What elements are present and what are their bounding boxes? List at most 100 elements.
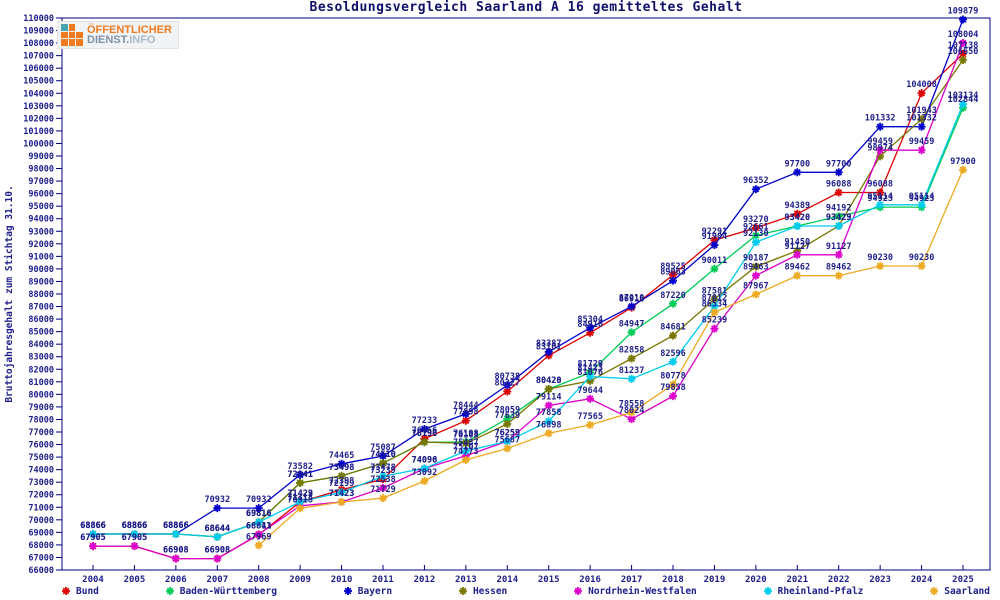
legend-item-saarland: Saarland [928, 585, 990, 597]
data-point-marker [213, 504, 222, 513]
data-point-marker [959, 39, 967, 48]
point-value-label: 68866 [163, 521, 189, 531]
data-point-marker [544, 384, 553, 393]
point-value-label: 101943 [906, 106, 937, 116]
data-point-marker [959, 165, 967, 174]
point-value-label: 87012 [702, 293, 728, 303]
y-tick-label: 101000 [23, 127, 54, 137]
point-value-label: 77639 [494, 411, 520, 421]
data-point-marker [420, 425, 429, 434]
x-tick-label: 2012 [414, 575, 436, 585]
point-value-label: 73498 [329, 463, 355, 473]
point-value-label: 109879 [948, 7, 979, 17]
legend-marker-icon [930, 587, 939, 595]
data-point-marker [627, 328, 636, 337]
point-value-label: 68866 [122, 521, 148, 531]
data-point-marker [130, 530, 139, 539]
legend-item-hessen: Hessen [457, 585, 507, 597]
point-value-label: 94923 [909, 194, 935, 204]
point-value-label: 71429 [287, 489, 313, 499]
y-tick-label: 106000 [23, 64, 54, 74]
point-value-label: 76898 [536, 420, 562, 430]
y-tick-label: 92000 [28, 240, 54, 250]
data-point-marker [876, 152, 885, 161]
data-point-marker [834, 250, 843, 259]
legend-label: Hessen [472, 585, 508, 597]
point-value-label: 69816 [246, 509, 272, 519]
point-value-label: 86534 [702, 299, 728, 309]
data-point-marker [917, 262, 926, 271]
y-tick-label: 77000 [28, 428, 54, 438]
point-value-label: 92130 [743, 229, 769, 239]
data-point-marker [254, 518, 263, 527]
point-value-label: 71118 [287, 493, 313, 503]
data-point-marker [461, 439, 470, 448]
x-tick-label: 2018 [662, 575, 684, 585]
data-point-marker [213, 532, 222, 541]
data-point-marker [254, 504, 263, 513]
point-value-label: 68866 [163, 521, 189, 531]
point-value-label: 68866 [80, 521, 106, 531]
point-value-label: 87220 [660, 291, 686, 301]
x-tick-label: 2014 [496, 575, 518, 585]
y-tick-label: 67000 [28, 553, 54, 563]
data-point-marker [503, 437, 512, 446]
point-value-label: 89462 [784, 263, 810, 273]
point-value-label: 107138 [948, 41, 979, 51]
y-tick-label: 94000 [28, 215, 54, 225]
y-tick-label: 97000 [28, 177, 54, 187]
data-point-marker [461, 451, 470, 460]
point-value-label: 71423 [287, 489, 313, 499]
point-value-label: 66908 [163, 546, 189, 556]
data-point-marker [669, 331, 677, 340]
data-point-marker [586, 372, 595, 381]
point-value-label: 89463 [743, 263, 769, 273]
series-rheinland-pfalz [89, 100, 967, 541]
point-value-label: 98974 [867, 143, 893, 153]
point-value-label: 67905 [80, 533, 106, 543]
data-point-marker [917, 122, 926, 131]
data-point-marker [379, 483, 387, 492]
point-value-label: 83387 [536, 339, 562, 349]
data-point-marker [876, 262, 885, 271]
point-value-label: 97700 [784, 159, 810, 169]
point-value-label: 77565 [577, 412, 603, 422]
point-value-label: 69816 [246, 509, 272, 519]
point-value-label: 74510 [370, 450, 396, 460]
data-point-marker [171, 530, 180, 539]
point-value-label: 96088 [826, 180, 852, 190]
data-point-marker [669, 357, 677, 366]
point-value-label: 96088 [867, 180, 893, 190]
data-point-marker [574, 587, 583, 595]
point-value-label: 84947 [619, 319, 645, 329]
data-point-marker [343, 587, 352, 595]
data-point-marker [930, 587, 939, 595]
point-value-label: 73478 [370, 463, 396, 473]
y-tick-label: 87000 [28, 303, 54, 313]
point-value-label: 97700 [826, 159, 852, 169]
point-value-label: 93420 [784, 213, 810, 223]
y-tick-label: 103000 [23, 102, 54, 112]
data-point-marker [669, 392, 677, 401]
data-point-marker [337, 488, 346, 497]
point-value-label: 90011 [702, 256, 728, 266]
data-point-marker [458, 587, 467, 595]
y-tick-label: 81000 [28, 378, 54, 388]
x-tick-label: 2006 [165, 575, 187, 585]
data-point-marker [959, 56, 967, 65]
data-point-marker [793, 250, 802, 259]
y-tick-label: 70000 [28, 516, 54, 526]
data-point-marker [337, 459, 346, 468]
legend-label: Nordrhein-Westfalen [588, 585, 697, 597]
data-point-marker [420, 438, 429, 447]
y-tick-label: 72000 [28, 491, 54, 501]
x-tick-label: 2017 [621, 575, 643, 585]
data-point-marker [751, 271, 760, 280]
point-value-label: 80778 [660, 372, 686, 382]
point-value-label: 68866 [122, 521, 148, 531]
point-value-label: 87967 [743, 281, 769, 291]
legend-item-baden-w-rttemberg: Baden-Württemberg [164, 585, 277, 597]
point-value-label: 76198 [453, 429, 479, 439]
data-point-marker [834, 168, 843, 177]
legend-marker-icon [763, 587, 772, 595]
